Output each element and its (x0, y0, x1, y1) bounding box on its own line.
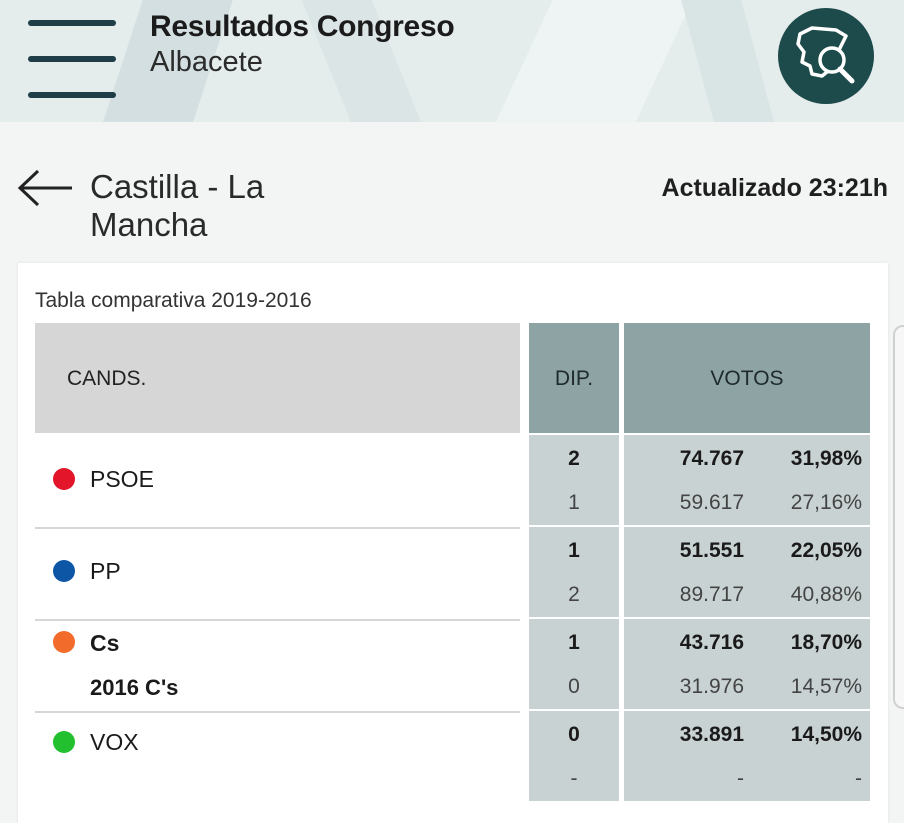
votos-2016: - (737, 767, 744, 790)
table-row[interactable]: Cs 2016 C's 1 0 43.716 18,70% 31.976 14,… (35, 619, 870, 713)
dip-2019: 2 (568, 447, 580, 470)
spain-map-search-button[interactable] (778, 8, 874, 104)
party-subname: 2016 C's (90, 675, 179, 700)
app-header: Resultados Congreso Albacete (0, 0, 904, 122)
votos-2019: 33.891 (679, 723, 744, 746)
pct-2019: 18,70% (790, 631, 862, 654)
column-header-label: DIP. (554, 367, 594, 390)
party-cell: PP (35, 527, 520, 621)
side-scroll-handle[interactable] (893, 325, 904, 709)
party-cell: Cs 2016 C's (35, 619, 520, 713)
hamburger-icon[interactable] (28, 20, 118, 100)
party-color-dot (53, 560, 75, 582)
dip-2016: - (570, 767, 578, 790)
votos-cell: 43.716 18,70% 31.976 14,57% (624, 619, 870, 709)
table-row[interactable]: VOX 0 - 33.891 14,50% - - (35, 711, 870, 803)
party-name: VOX (90, 729, 139, 755)
pct-2016: 14,57% (790, 675, 862, 698)
pct-2016: 27,16% (790, 491, 862, 514)
back-button[interactable] (16, 168, 76, 208)
votos-cell: 74.767 31,98% 59.617 27,16% (624, 435, 870, 525)
votos-cell: 51.551 22,05% 89.717 40,88% (624, 527, 870, 617)
party-cell: VOX (35, 711, 520, 803)
party-color-dot (53, 631, 75, 653)
updated-time: Actualizado 23:21h (661, 174, 888, 202)
dip-2016: 0 (568, 675, 580, 698)
results-card: Tabla comparativa 2019-2016 CANDS. DIP. … (18, 263, 888, 823)
dip-2016: 1 (568, 491, 580, 514)
menu-bar (28, 92, 116, 98)
votos-2016: 31.976 (679, 675, 744, 698)
arrow-left-icon (17, 169, 72, 207)
dip-2019: 0 (568, 723, 580, 746)
votos-2019: 74.767 (679, 447, 744, 470)
pct-2019: 22,05% (790, 539, 862, 562)
column-header-dip: DIP. (529, 323, 619, 433)
party-name: PSOE (90, 466, 154, 492)
dip-cell: 1 0 (529, 619, 619, 709)
votos-2016: 59.617 (679, 491, 744, 514)
column-header-label: VOTOS (710, 367, 784, 390)
dip-2019: 1 (568, 539, 580, 562)
spain-map-search-icon (796, 26, 855, 84)
pct-2016: - (855, 767, 862, 790)
table-caption: Tabla comparativa 2019-2016 (35, 289, 312, 312)
menu-bar (28, 56, 116, 62)
pct-2016: 40,88% (790, 583, 862, 606)
votos-2019: 51.551 (679, 539, 744, 562)
table-row[interactable]: PSOE 2 1 74.767 31,98% 59.617 27,16% (35, 435, 870, 529)
votos-cell: 33.891 14,50% - - (624, 711, 870, 801)
column-header-votos: VOTOS (624, 323, 870, 433)
header-decoration (675, 0, 785, 122)
pct-2019: 31,98% (790, 447, 862, 470)
app-title: Resultados Congreso (150, 10, 455, 43)
dip-2019: 1 (568, 631, 580, 654)
header-decoration (478, 0, 702, 122)
votos-2016: 89.717 (679, 583, 744, 606)
column-header-cands: CANDS. (35, 323, 520, 433)
dip-2016: 2 (568, 583, 580, 606)
party-name: PP (90, 558, 121, 584)
table-row[interactable]: PP 1 2 51.551 22,05% 89.717 40,88% (35, 527, 870, 621)
app-subtitle: Albacete (150, 46, 263, 78)
party-name: Cs (90, 630, 120, 656)
pct-2019: 14,50% (790, 723, 862, 746)
dip-cell: 1 2 (529, 527, 619, 617)
menu-bar (28, 20, 116, 26)
dip-cell: 0 - (529, 711, 619, 801)
dip-cell: 2 1 (529, 435, 619, 525)
region-title: Castilla - La Mancha (90, 168, 265, 243)
votos-2019: 43.716 (679, 631, 744, 654)
party-color-dot (53, 731, 75, 753)
party-color-dot (53, 468, 75, 490)
column-header-label: CANDS. (67, 367, 147, 390)
party-cell: PSOE (35, 435, 520, 529)
